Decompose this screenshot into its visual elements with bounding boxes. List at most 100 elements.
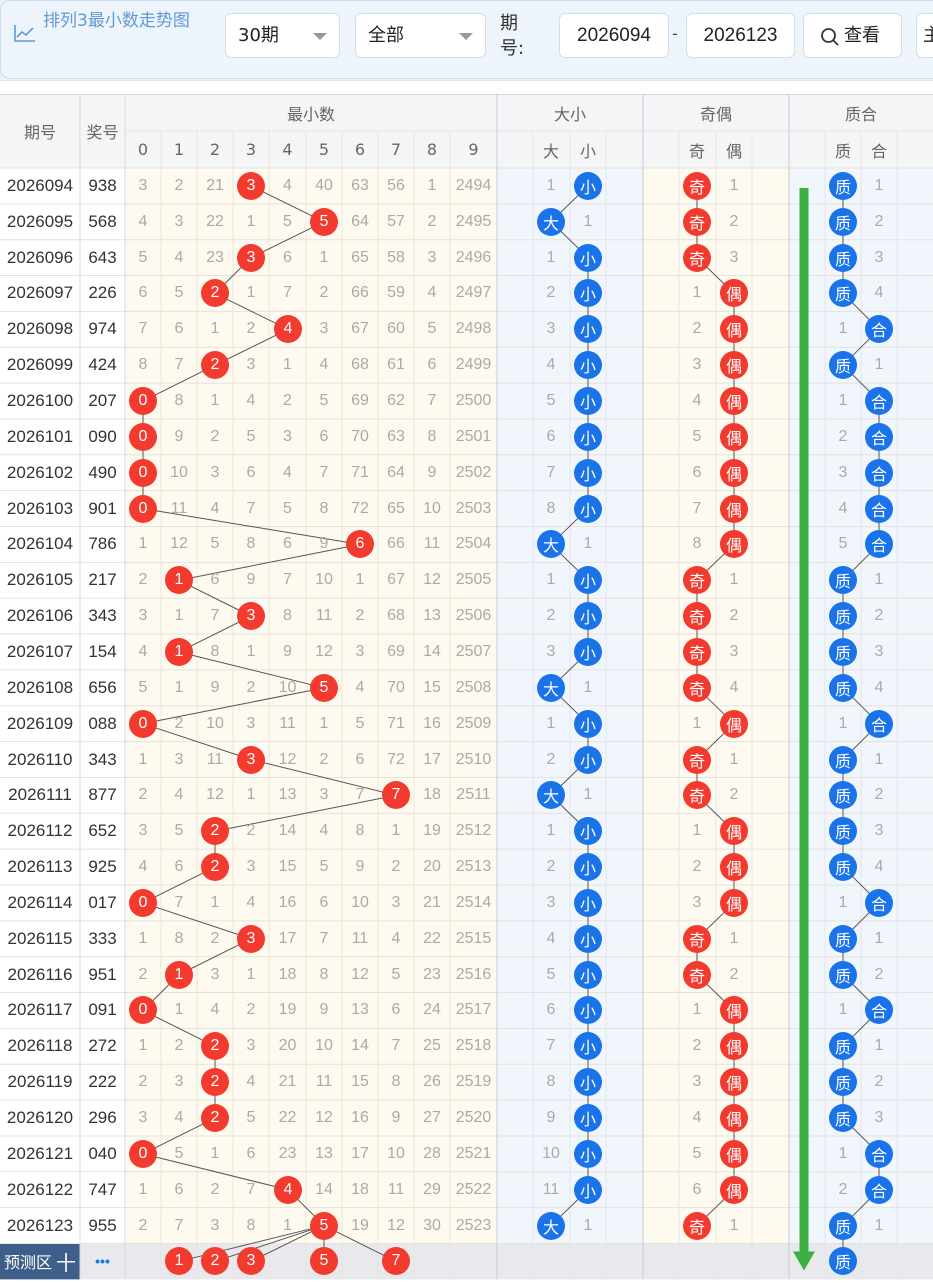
predict-digit-ball[interactable]: 7 [382,1247,410,1276]
size-ball: 小 [574,458,602,487]
miss-count-cell: 59 [387,284,405,302]
miss-count-cell: 1 [210,392,220,410]
prize-cell: 226 [88,283,117,303]
header-digit-6: 6 [354,140,366,159]
prize-cell: 091 [88,1000,117,1020]
size-miss-cell: 8 [546,499,556,517]
prize-cell: 343 [88,606,117,626]
min-digit-ball: 3 [237,745,265,774]
size-ball: 小 [574,888,602,917]
min-trend-line [142,1153,289,1191]
miss-count-cell: 1 [174,678,184,696]
miss-count-cell: 65 [351,248,369,266]
prize-cell: 901 [88,498,117,518]
period-count-select[interactable]: 30期 [225,13,340,58]
miss-count-cell: 4 [138,212,148,230]
miss-count-cell: 20 [423,858,441,876]
miss-count-cell: 1 [138,750,148,768]
miss-count-cell: 2503 [455,499,492,517]
prize-cell: 222 [88,1072,117,1092]
range-to-input[interactable]: 2026123 [686,13,795,58]
miss-count-cell: 2496 [455,248,492,266]
miss-count-cell: 2515 [455,929,492,947]
more-options-button[interactable]: ••• [95,1253,110,1270]
prize-cell: 925 [88,857,117,877]
min-trend-line [142,723,252,760]
prime-miss-cell: 5 [838,535,848,553]
predict-prime-ball[interactable]: 质 [829,1247,857,1276]
size-ball: 小 [574,1175,602,1204]
miss-count-cell: 1 [174,1001,184,1019]
size-ball: 小 [574,351,602,380]
view-button[interactable]: 查看 [803,13,902,58]
miss-count-cell: 5 [319,392,329,410]
miss-count-cell: 2518 [455,1037,492,1055]
prize-cell: 088 [88,713,117,733]
miss-count-cell: 2 [138,965,148,983]
prime-miss-cell: 2 [838,1180,848,1198]
header-parity-group: 奇偶 [699,104,732,124]
miss-count-cell: 3 [210,463,220,481]
extra-button[interactable]: 主 [916,13,933,58]
predict-zone-button[interactable]: 预测区十 [0,1244,80,1280]
parity-ball: 奇 [683,637,711,666]
parity-miss-cell: 3 [692,893,702,911]
period-cell: 2026117 [7,1000,73,1020]
miss-count-cell: 4 [174,248,184,266]
predict-digit-ball[interactable]: 2 [201,1247,229,1276]
miss-count-cell: 2504 [455,535,492,553]
prize-cell: 017 [88,892,117,912]
parity-ball: 偶 [720,315,748,344]
prime-miss-cell: 2 [874,786,884,804]
parity-ball: 奇 [683,745,711,774]
prize-cell: 490 [88,462,117,482]
prize-cell: 343 [88,749,117,769]
header-digit-1: 1 [173,140,185,159]
miss-count-cell: 5 [210,535,220,553]
prize-cell: 652 [88,821,117,841]
miss-count-cell: 9 [355,858,365,876]
prize-cell: 207 [88,391,117,411]
miss-count-cell: 20 [278,1037,297,1055]
view-button-label: 查看 [844,25,880,46]
miss-count-cell: 2 [427,212,437,230]
miss-count-cell: 3 [246,1037,256,1055]
miss-count-cell: 7 [319,463,329,481]
range-from-input[interactable]: 2026094 [559,13,669,58]
predict-digit-ball[interactable]: 5 [310,1247,338,1276]
min-digit-ball: 0 [129,422,157,451]
miss-count-cell: 69 [351,392,369,410]
parity-ball: 奇 [683,924,711,953]
prize-cell: 747 [88,1179,117,1199]
miss-count-cell: 5 [138,678,148,696]
size-miss-cell: 2 [546,607,556,625]
parity-miss-cell: 2 [692,858,702,876]
min-trend-line [214,794,397,832]
min-digit-ball: 0 [129,458,157,487]
header-digit-9: 9 [468,140,479,159]
period-cell: 2026114 [7,892,73,912]
predict-digit-ball[interactable]: 3 [237,1247,265,1276]
filter-select[interactable]: 全部 [355,13,486,58]
min-digit-ball: 2 [201,351,229,380]
prime-miss-cell: 1 [838,392,848,410]
prime-miss-cell: 3 [874,1109,884,1127]
parity-ball: 偶 [720,709,748,738]
min-digit-ball: 2 [201,1032,229,1061]
miss-count-cell: 2507 [455,642,492,660]
miss-count-cell: 3 [138,1109,148,1127]
prime-miss-cell: 4 [874,858,884,876]
period-cell: 2026097 [6,283,74,303]
miss-count-cell: 8 [138,356,148,374]
miss-count-cell: 4 [355,678,365,696]
period-cell: 2026096 [6,247,74,267]
miss-count-cell: 1 [138,1180,148,1198]
min-digit-ball: 1 [165,637,193,666]
parity-miss-cell: 2 [729,212,739,230]
miss-count-cell: 2513 [455,858,492,876]
min-trend-line [142,902,252,940]
miss-count-cell: 2502 [455,463,492,481]
miss-count-cell: 2 [138,571,148,589]
miss-count-cell: 2 [319,750,329,768]
predict-digit-ball[interactable]: 1 [165,1247,193,1276]
